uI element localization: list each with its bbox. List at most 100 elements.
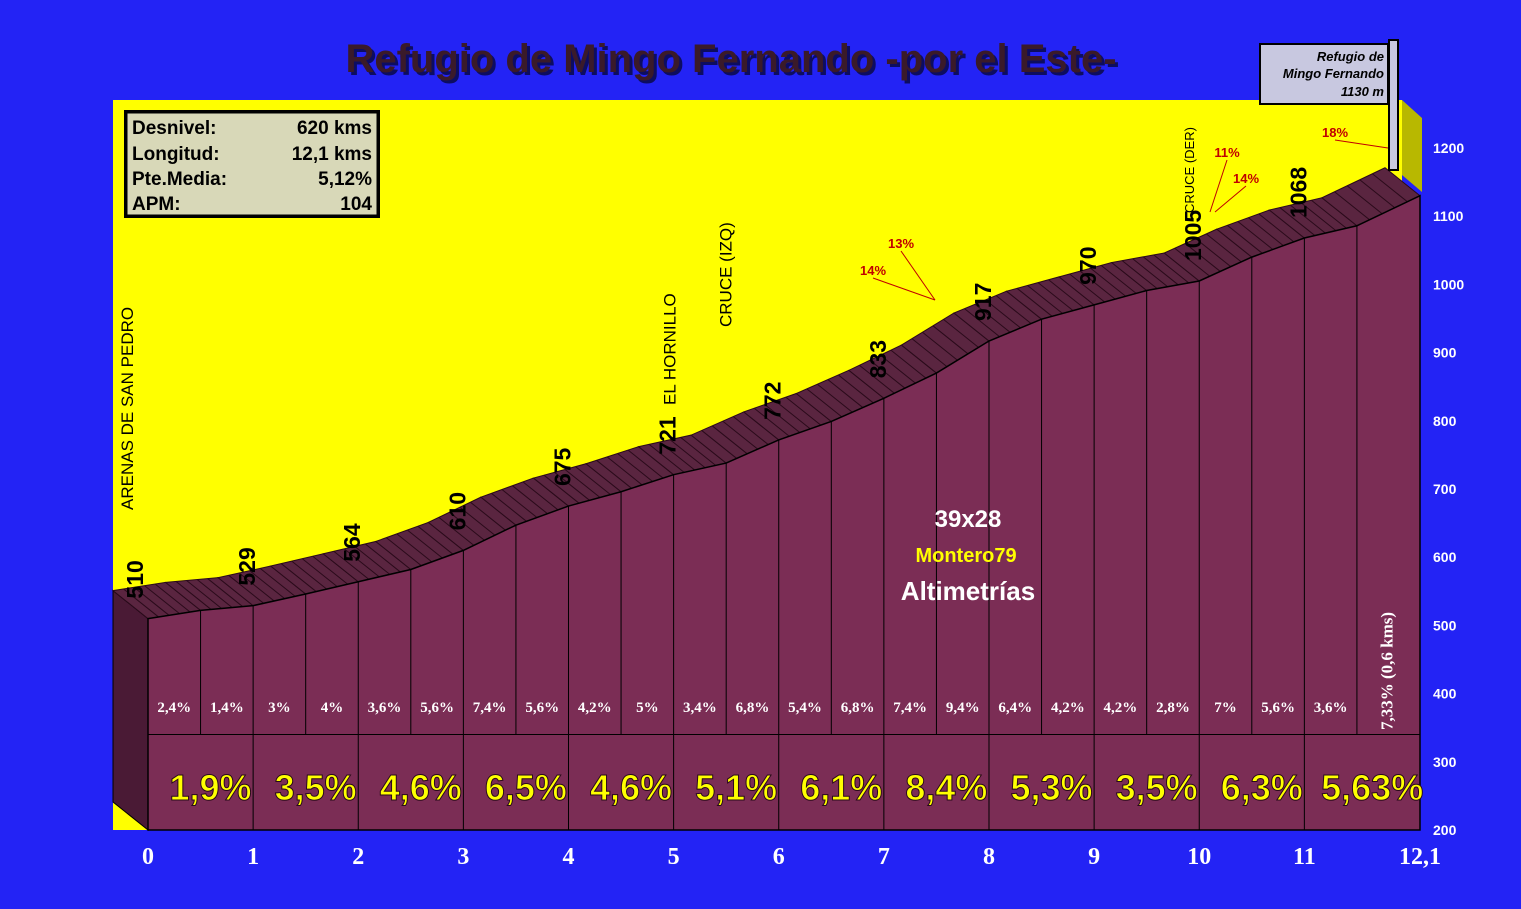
- profile-hatch: [1346, 185, 1383, 215]
- x-tick-label: 4: [562, 844, 574, 870]
- profile-hatch: [228, 574, 264, 604]
- segment-gradient-label: 4,2%: [578, 700, 612, 716]
- profile-hatch: [838, 374, 874, 404]
- steep-gradient-label: 18%: [1322, 125, 1348, 140]
- profile-hatch: [1237, 221, 1274, 250]
- stat-value-apm: 104: [340, 194, 372, 215]
- profile-hatch: [680, 437, 716, 466]
- profile-hatch: [123, 588, 159, 618]
- km-gradient-label: 1,9%: [170, 767, 252, 808]
- elevation-label: 610: [444, 492, 470, 530]
- segment-gradient-label: 6,4%: [998, 700, 1032, 716]
- profile-hatch: [1372, 173, 1408, 203]
- profile-hatch: [1184, 243, 1221, 272]
- segment-gradient-label: 6,8%: [841, 700, 875, 716]
- profile-hatch: [238, 572, 275, 602]
- segment-gradient-label: 4,2%: [1104, 700, 1138, 716]
- steep-gradient-label: 14%: [860, 263, 886, 278]
- profile-hatch: [291, 560, 328, 590]
- profile-hatch: [144, 585, 180, 615]
- stat-value-longitud: 12,1 kms: [292, 144, 372, 165]
- x-tick-label: 2: [352, 844, 364, 870]
- y-tick-label: 800: [1433, 413, 1457, 429]
- profile-hatch: [753, 407, 790, 437]
- segment-gradient-label: 5,6%: [1261, 700, 1295, 716]
- profile-hatch: [470, 501, 506, 531]
- sky-side: [1402, 100, 1422, 192]
- elevation-label: 772: [760, 382, 786, 420]
- profile-hatch: [1334, 191, 1370, 221]
- x-tick-label: 8: [983, 844, 995, 870]
- elevation-label: 970: [1075, 246, 1101, 284]
- segment-gradient-label: 5%: [636, 700, 659, 716]
- km-gradient-label: 5,63%: [1321, 767, 1423, 808]
- profile-hatch: [1037, 282, 1074, 311]
- summit-name-line2: Mingo Fernando: [1283, 66, 1384, 81]
- profile-hatch: [1300, 202, 1337, 232]
- y-tick-label: 900: [1433, 345, 1457, 361]
- profile-hatch: [617, 453, 653, 482]
- summit-flag: Refugio de Mingo Fernando 1130 m: [1259, 39, 1399, 171]
- profile-hatch: [1311, 199, 1347, 229]
- stat-label-pendiente: Pte.Media:: [132, 169, 227, 190]
- profile-hatch: [1290, 204, 1326, 234]
- profile-hatch: [386, 537, 422, 567]
- profile-hatch: [1258, 213, 1295, 243]
- profile-hatch: [890, 349, 927, 379]
- segment-gradient-label: 5,4%: [788, 700, 822, 716]
- profile-hatch: [407, 529, 443, 559]
- summit-elevation: 1130 m: [1341, 84, 1385, 99]
- steep-leader: [872, 277, 936, 301]
- profile-hatch: [207, 578, 243, 607]
- profile-hatch: [1174, 247, 1211, 277]
- profile-hatch: [785, 396, 822, 426]
- segment-gradient-label: 3,6%: [368, 700, 402, 716]
- chart-title-shadow: Refugio de Mingo Fernando -por el Este-: [348, 40, 1119, 84]
- y-tick-label: 500: [1433, 617, 1457, 633]
- km-gradient-label: 6,5%: [485, 767, 567, 808]
- x-tick-label: 11: [1293, 844, 1316, 870]
- stat-value-desnivel: 620 kms: [297, 118, 372, 139]
- x-tick-label: 10: [1187, 844, 1211, 870]
- x-tick-label: 5: [668, 844, 680, 870]
- profile-hatch: [806, 388, 843, 418]
- profile-hatch: [964, 308, 1000, 338]
- profile-hatch: [1069, 273, 1105, 303]
- profile-hatch: [711, 425, 748, 455]
- x-tick-label: 6: [773, 844, 785, 870]
- segment-gradient-label: 7%: [1214, 700, 1237, 716]
- steep-leader: [900, 250, 936, 301]
- km-gradient-label: 5,1%: [695, 767, 777, 808]
- profile-hatch: [627, 449, 664, 479]
- steep-leader: [1334, 139, 1389, 149]
- y-tick-label: 1200: [1433, 140, 1464, 156]
- profile-hatch: [1027, 285, 1063, 314]
- km-gradient-label: 3,5%: [1116, 767, 1198, 808]
- elevation-label: 529: [234, 547, 260, 585]
- place-label: EL HORNILLO: [661, 293, 680, 405]
- profile-hatch: [575, 466, 611, 495]
- profile-hatch: [1195, 238, 1232, 268]
- y-tick-label: 1100: [1433, 208, 1464, 224]
- label-layer: 200 300 400 500 600 700 800 900 1000 1100 1200 0 1 2 3…: [118, 125, 1464, 870]
- profile-hatch: [459, 506, 496, 536]
- profile-hatch: [364, 543, 401, 573]
- profile-hatch: [732, 416, 769, 445]
- place-label: CRUCE (DER): [1182, 127, 1197, 213]
- elevation-label: 917: [970, 283, 996, 321]
- profile-hatch: [1132, 258, 1169, 288]
- segment-gradient-label: 1,4%: [210, 700, 244, 716]
- profile-hatch: [859, 364, 895, 394]
- km-gradient-label: 6,3%: [1221, 767, 1303, 808]
- profile-left-face: [112, 589, 149, 832]
- profile-hatch: [764, 404, 801, 433]
- profile-hatch: [522, 481, 559, 511]
- km-gradient-label: 6,1%: [800, 767, 882, 808]
- stat-label-desnivel: Desnivel:: [132, 118, 216, 139]
- y-tick-label: 1000: [1433, 276, 1464, 292]
- profile-hatch: [985, 299, 1021, 329]
- segment-gradient-label: 2,4%: [157, 700, 191, 716]
- x-tick-label: 12,1: [1399, 844, 1441, 870]
- profile-hatch: [1359, 179, 1396, 209]
- elevation-label: 510: [122, 560, 148, 598]
